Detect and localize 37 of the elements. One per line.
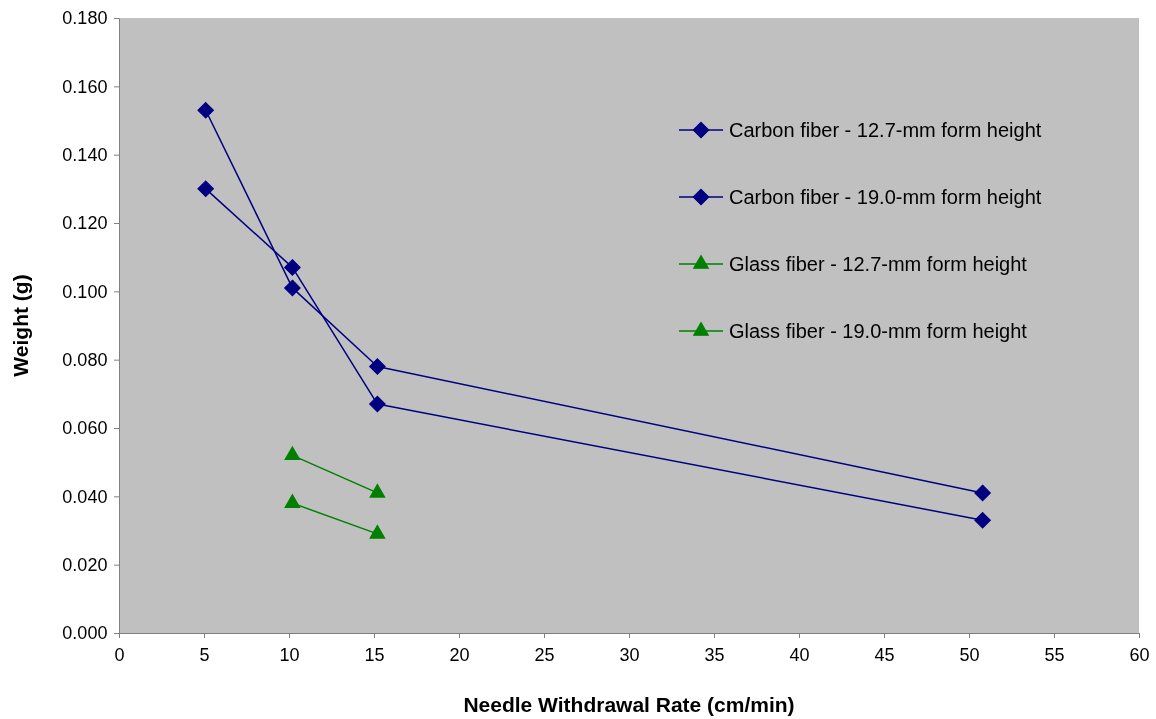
point xyxy=(974,511,991,529)
y-tick-label: 0.160 xyxy=(62,76,108,97)
x-tick-label: 60 xyxy=(1129,644,1150,665)
y-tick-label: 0.000 xyxy=(62,623,108,644)
y-tick-label: 0.040 xyxy=(62,486,108,507)
y-axis-title: Weight (g) xyxy=(9,274,32,377)
y-tick-label: 0.120 xyxy=(62,213,108,234)
x-tick-label: 40 xyxy=(789,644,810,665)
x-tick-label: 30 xyxy=(619,644,640,665)
x-tick-label: 20 xyxy=(449,644,470,665)
x-tick-label: 15 xyxy=(364,644,385,665)
point xyxy=(284,279,301,297)
x-tick-label: 25 xyxy=(534,644,555,665)
legend-label: Glass fiber - 19.0-mm form height xyxy=(729,320,1028,342)
x-tick-label: 10 xyxy=(279,644,300,665)
x-axis-title: Needle Withdrawal Rate (cm/min) xyxy=(463,693,795,716)
x-tick-label: 55 xyxy=(1044,644,1065,665)
y-tick-label: 0.140 xyxy=(62,144,108,165)
x-tick-label: 45 xyxy=(874,644,895,665)
point xyxy=(284,259,301,276)
legend-label: Glass fiber - 12.7-mm form height xyxy=(729,253,1028,275)
y-tick-label: 0.060 xyxy=(62,418,108,439)
y-tick-label: 0.020 xyxy=(62,554,108,575)
point xyxy=(197,101,214,119)
point xyxy=(197,180,214,198)
x-tick-label: 0 xyxy=(114,644,125,665)
x-tick-label: 5 xyxy=(199,644,210,665)
point xyxy=(974,484,991,502)
y-tick-label: 0.100 xyxy=(62,281,108,302)
legend-label: Carbon fiber - 19.0-mm form height xyxy=(729,186,1042,208)
legend-label: Carbon fiber - 12.7-mm form height xyxy=(729,119,1042,141)
y-tick-label: 0.180 xyxy=(62,8,108,29)
point xyxy=(369,395,386,413)
x-tick-label: 50 xyxy=(959,644,980,665)
point xyxy=(369,358,386,375)
y-tick-label: 0.080 xyxy=(62,349,108,370)
x-tick-label: 35 xyxy=(704,644,725,665)
